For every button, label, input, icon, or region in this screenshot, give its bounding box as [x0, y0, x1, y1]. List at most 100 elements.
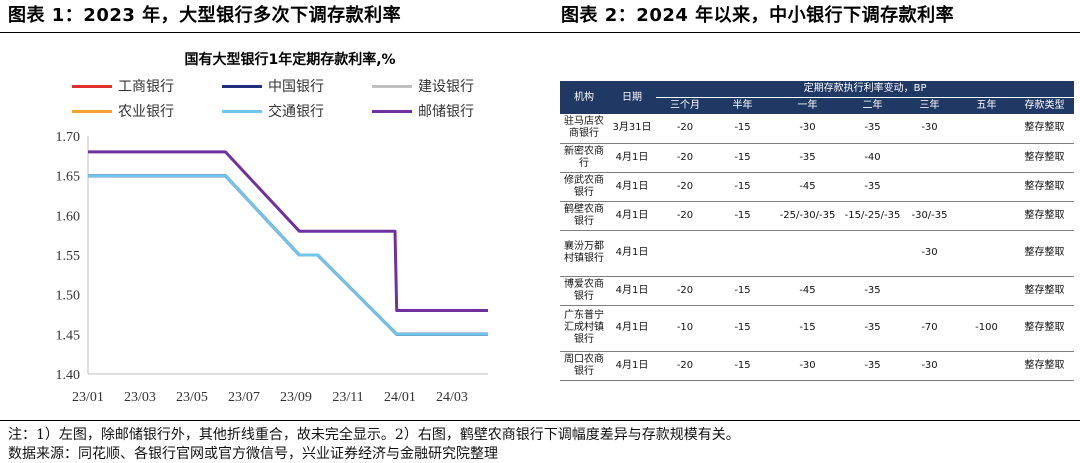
x-tick-label: 24/01 [384, 390, 416, 405]
table-cell: -30 [771, 114, 844, 144]
column-header-institution: 机构 [560, 81, 608, 114]
legend-swatch [372, 109, 412, 113]
table-cell: -30/-35 [901, 201, 958, 231]
table-cell: -70 [901, 305, 958, 352]
table-cell: 整存整取 [1015, 351, 1075, 381]
legend-label: 邮储银行 [418, 104, 474, 120]
chart-title: 国有大型银行1年定期存款利率,% [184, 52, 396, 68]
legend-swatch [372, 84, 412, 88]
column-header-date: 日期 [608, 81, 656, 114]
table-cell: -35 [771, 143, 844, 173]
date-cell: 4月1日 [608, 305, 656, 352]
table-row: 博爱农商银行 4月1日 -20 -15 -45 -35 整存整取 [560, 276, 1075, 306]
institution-cell: 周口农商银行 [560, 351, 608, 381]
column-header: 一年 [771, 96, 844, 114]
legend-label: 工商银行 [118, 79, 174, 95]
table-cell: -15 [714, 351, 771, 381]
table-cell [958, 114, 1015, 144]
x-tick-label: 24/03 [436, 390, 468, 405]
table-cell: -30 [771, 351, 844, 381]
x-tick-label: 23/05 [176, 390, 208, 405]
legend-swatch [72, 109, 112, 113]
table-cell: 整存整取 [1015, 172, 1075, 202]
table-cell: -20 [656, 143, 714, 173]
x-tick-label: 23/11 [332, 390, 363, 405]
date-cell: 3月31日 [608, 114, 656, 144]
y-tick-label: 1.50 [56, 289, 81, 304]
table-cell: -30 [901, 114, 958, 144]
table-cell [958, 201, 1015, 231]
table-cell [714, 230, 771, 277]
legend-item: 工商银行 [72, 76, 174, 96]
table-cell: -35 [844, 305, 901, 352]
table-cell [656, 230, 714, 277]
table-cell: -20 [656, 172, 714, 202]
table-cell: -15 [714, 276, 771, 306]
table-row: 新密农商行 4月1日 -20 -15 -35 -40 整存整取 [560, 143, 1075, 173]
table-cell: -20 [656, 276, 714, 306]
column-header: 三个月 [656, 96, 714, 114]
table-cell: 整存整取 [1015, 230, 1075, 277]
table-cell: -35 [844, 172, 901, 202]
table-cell: 整存整取 [1015, 143, 1075, 173]
institution-cell: 驻马店农商银行 [560, 114, 608, 144]
source-text: 数据来源：同花顺、各银行官网或官方微信号，兴业证券经济与金融研究院整理 [8, 446, 498, 462]
table-row: 鹤壁农商银行 4月1日 -20 -15 -25/-30/-35 -15/-25/-35 -3… [560, 201, 1075, 231]
column-header: 存款类型 [1015, 96, 1075, 114]
legend-item: 建设银行 [372, 76, 474, 96]
legend-item: 中国银行 [222, 76, 324, 96]
table-cell: -20 [656, 201, 714, 231]
table-cell: 整存整取 [1015, 276, 1075, 306]
legend-swatch [72, 84, 112, 88]
institution-cell: 襄汾万都村镇银行 [560, 230, 608, 277]
legend-swatch [222, 84, 262, 88]
table-cell [958, 276, 1015, 306]
table-cell: -30 [901, 230, 958, 277]
notes-divider [0, 420, 1080, 421]
date-cell: 4月1日 [608, 351, 656, 381]
table-cell: -45 [771, 172, 844, 202]
institution-cell: 广东普宁汇成村镇银行 [560, 305, 608, 352]
institution-cell: 修武农商银行 [560, 172, 608, 202]
table-row: 广东普宁汇成村镇银行 4月1日 -10 -15 -15 -35 -70 -100 整存整取 [560, 305, 1075, 352]
table-row: 襄汾万都村镇银行 4月1日 -30 整存整取 [560, 230, 1075, 277]
table-cell: -10 [656, 305, 714, 352]
institution-cell: 鹤壁农商银行 [560, 201, 608, 231]
institution-cell: 博爱农商银行 [560, 276, 608, 306]
table-cell: -100 [958, 305, 1015, 352]
table-cell [958, 143, 1015, 173]
date-cell: 4月1日 [608, 276, 656, 306]
legend-item: 农业银行 [72, 101, 174, 121]
table-row: 修武农商银行 4月1日 -20 -15 -45 -35 整存整取 [560, 172, 1075, 202]
group-header: 定期存款执行利率变动，BP [656, 81, 1075, 98]
table-cell: -45 [771, 276, 844, 306]
series-line-4 [88, 174, 488, 336]
rate-change-table-container: 机构 日期 定期存款执行利率变动，BP 三个月 半年 一年 二年 三年 五年 存款类型 驻马… [560, 81, 1075, 381]
table-cell: -15/-25/-35 [844, 201, 901, 231]
x-tick-label: 23/03 [124, 390, 156, 405]
table-cell [901, 276, 958, 306]
y-tick-label: 1.45 [56, 328, 81, 343]
y-tick-label: 1.60 [56, 209, 81, 224]
legend-item: 邮储银行 [372, 101, 474, 121]
table-cell: -15 [771, 305, 844, 352]
table-cell: -35 [844, 351, 901, 381]
y-tick-label: 1.65 [56, 170, 81, 185]
table-cell [901, 172, 958, 202]
column-header: 半年 [714, 96, 771, 114]
y-tick-label: 1.40 [56, 368, 81, 383]
x-tick-label: 23/07 [228, 390, 260, 405]
table-cell: -20 [656, 351, 714, 381]
line-chart: 1.40 1.45 1.50 1.55 1.60 1.65 1.70 23/01 23/03 23… [56, 130, 488, 405]
series-line-5 [88, 150, 488, 312]
table-cell: -25/-30/-35 [771, 201, 844, 231]
table-row: 驻马店农商银行 3月31日 -20 -15 -30 -35 -30 整存整取 [560, 114, 1075, 144]
table-cell: -40 [844, 143, 901, 173]
date-cell: 4月1日 [608, 201, 656, 231]
note-text: 注：1）左图，除邮储银行外，其他折线重合，故未完全显示。2）右图，鹤壁农商银行下… [8, 427, 740, 443]
y-tick-label: 1.55 [56, 249, 81, 264]
legend-label: 农业银行 [118, 104, 174, 120]
left-figure-title: 图表 1：2023 年，大型银行多次下调存款利率 [8, 5, 402, 26]
legend-label: 中国银行 [268, 79, 324, 95]
legend-swatch [222, 109, 262, 113]
